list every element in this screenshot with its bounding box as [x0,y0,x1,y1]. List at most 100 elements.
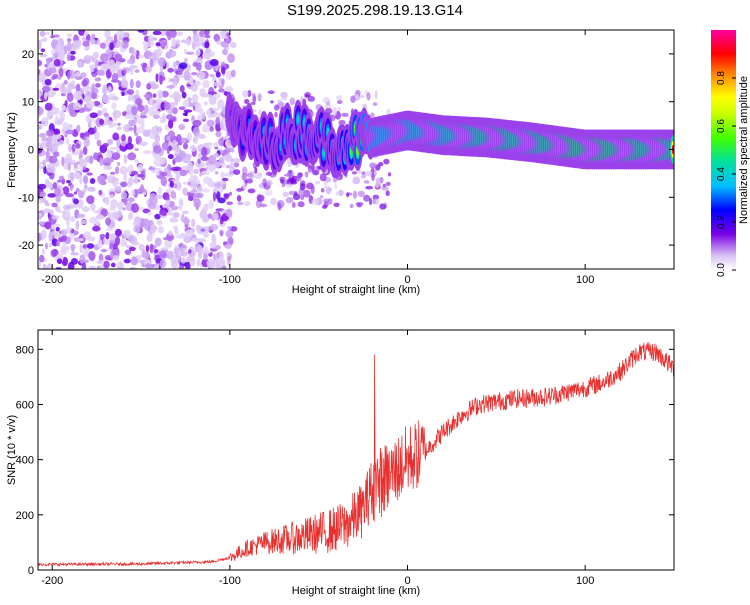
noise-blob [189,189,199,194]
noise-blob [38,142,41,147]
noise-blob [211,233,216,242]
noise-blob [209,125,214,132]
noise-blob [51,215,60,220]
noise-blob [148,55,157,60]
colorbar-label: Normalized spectral amplitude [738,76,750,224]
noise-blob [256,194,265,202]
noise-blob [270,100,274,104]
noise-blob [228,191,233,196]
noise-blob [103,162,112,167]
noise-blob [51,226,56,230]
noise-blob [194,102,202,113]
snr-panel: -200 -100 0 100 0 200 400 600 800 Height of stra… [6,329,675,597]
noise-blob [215,71,221,78]
noise-blob [78,157,85,167]
noise-blob [224,243,232,249]
noise-blob [281,183,286,188]
noise-blob [208,142,212,150]
noise-blob [91,57,95,63]
noise-blob [204,34,211,39]
noise-blob [153,249,159,254]
noise-blob [254,167,258,175]
noise-blob [382,183,386,188]
noise-blob [355,201,364,206]
noise-blob [67,162,72,172]
noise-blob [183,109,193,113]
noise-blob [229,42,237,49]
noise-blob [182,112,188,116]
y-tick-label: 200 [16,510,34,522]
noise-blob [137,164,144,172]
noise-blob [91,82,96,93]
noise-blob [319,195,324,199]
noise-blob [95,214,105,220]
colorbar-axes: 0.0 0.2 0.4 0.6 0.8 [716,71,736,277]
noise-blob [266,179,273,187]
noise-blob [135,80,141,89]
noise-blob [233,169,241,175]
noise-blob [219,230,224,237]
noise-blob [94,83,101,88]
noise-blob [194,192,204,199]
noise-blob [115,41,124,47]
noise-blob [152,110,161,115]
noise-blob [122,207,126,211]
noise-blob [201,124,211,133]
noise-blob [189,180,198,189]
noise-blob [93,100,101,107]
noise-blob [149,243,154,254]
y-tick-label: -10 [18,192,34,204]
noise-blob [46,263,53,269]
noise-blob [351,170,358,175]
noise-blob [73,162,78,169]
noise-blob [366,92,371,101]
noise-blob [48,62,55,69]
noise-blob [134,132,139,136]
noise-blob [76,213,86,219]
noise-blob [172,61,177,68]
noise-blob [134,69,140,73]
noise-blob [102,85,108,95]
noise-blob [227,53,235,63]
noise-blob [66,179,71,184]
noise-blob [320,187,325,193]
noise-blob [81,262,87,269]
noise-blob [226,201,234,205]
noise-blob [179,85,185,93]
noise-blob [209,241,217,249]
noise-blob [55,226,60,232]
noise-blob [225,38,232,43]
noise-blob [211,107,220,111]
noise-blob [248,171,255,180]
noise-blob [157,186,162,195]
noise-blob [63,80,68,85]
noise-blob [349,203,354,209]
noise-blob [105,152,113,159]
noise-blob [86,100,95,109]
noise-blob [200,247,204,255]
noise-blob [257,93,262,102]
noise-blob [142,150,152,155]
noise-blob [202,80,210,89]
noise-blob [169,94,176,99]
noise-blob [123,258,131,264]
noise-blob [93,125,97,134]
noise-blob [149,97,154,105]
noise-blob [111,102,117,110]
noise-blob [178,123,186,131]
noise-blob [215,117,220,126]
noise-blob [168,118,174,129]
noise-blob [102,94,111,104]
noise-blob [86,243,95,249]
noise-blob [94,59,99,70]
noise-blob [57,258,63,265]
noise-blob [285,183,293,188]
noise-blob [214,92,221,100]
noise-blob [114,235,121,246]
noise-blob [38,221,46,226]
noise-blob [139,141,149,147]
noise-blob [137,118,145,125]
noise-blob [121,75,126,82]
noise-blob [65,129,75,135]
noise-blob [141,248,146,258]
